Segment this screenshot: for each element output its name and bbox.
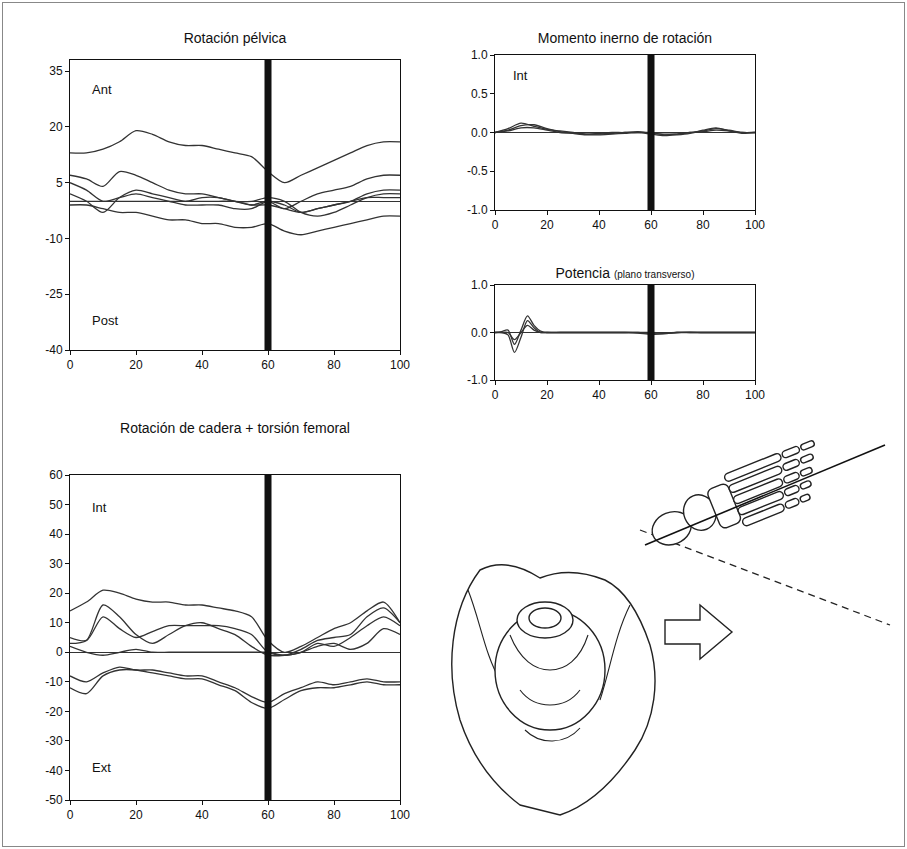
svg-text:60: 60 bbox=[261, 358, 275, 372]
svg-text:100: 100 bbox=[745, 218, 765, 232]
svg-text:100: 100 bbox=[390, 808, 410, 822]
svg-text:-0.5: -0.5 bbox=[467, 164, 488, 178]
svg-text:-25: -25 bbox=[45, 287, 63, 301]
svg-text:0: 0 bbox=[492, 218, 499, 232]
svg-text:60: 60 bbox=[644, 218, 658, 232]
svg-text:Rotación de cadera + torsión f: Rotación de cadera + torsión femoral bbox=[120, 420, 350, 436]
svg-text:0.0: 0.0 bbox=[471, 326, 488, 340]
svg-text:35: 35 bbox=[49, 64, 63, 78]
svg-text:80: 80 bbox=[696, 388, 710, 402]
svg-text:Rotación pélvica: Rotación pélvica bbox=[184, 30, 287, 46]
svg-text:0.5: 0.5 bbox=[471, 87, 488, 101]
svg-text:5: 5 bbox=[56, 176, 63, 190]
svg-text:1.0: 1.0 bbox=[471, 48, 488, 62]
svg-text:20: 20 bbox=[540, 218, 554, 232]
svg-text:Int: Int bbox=[513, 68, 528, 83]
svg-text:Ext: Ext bbox=[92, 760, 111, 775]
svg-text:20: 20 bbox=[49, 120, 63, 134]
svg-text:-1.0: -1.0 bbox=[467, 203, 488, 217]
svg-text:40: 40 bbox=[592, 218, 606, 232]
svg-text:Int: Int bbox=[92, 500, 107, 515]
svg-text:40: 40 bbox=[195, 358, 209, 372]
svg-text:-30: -30 bbox=[45, 734, 63, 748]
svg-text:20: 20 bbox=[129, 358, 143, 372]
svg-text:-20: -20 bbox=[45, 705, 63, 719]
svg-text:50: 50 bbox=[49, 498, 63, 512]
svg-text:40: 40 bbox=[592, 388, 606, 402]
svg-text:-50: -50 bbox=[45, 793, 63, 807]
svg-text:20: 20 bbox=[129, 808, 143, 822]
svg-text:60: 60 bbox=[644, 388, 658, 402]
svg-text:-40: -40 bbox=[45, 343, 63, 357]
svg-text:0: 0 bbox=[67, 808, 74, 822]
svg-text:100: 100 bbox=[390, 358, 410, 372]
svg-text:30: 30 bbox=[49, 557, 63, 571]
svg-text:Ant: Ant bbox=[92, 82, 112, 97]
svg-text:80: 80 bbox=[327, 808, 341, 822]
svg-text:80: 80 bbox=[327, 358, 341, 372]
svg-text:Potencia (plano transverso): Potencia (plano transverso) bbox=[556, 265, 695, 281]
svg-text:1.0: 1.0 bbox=[471, 278, 488, 292]
svg-text:10: 10 bbox=[49, 616, 63, 630]
svg-text:0: 0 bbox=[492, 388, 499, 402]
svg-text:Post: Post bbox=[92, 313, 118, 328]
svg-text:60: 60 bbox=[49, 468, 63, 482]
svg-text:20: 20 bbox=[540, 388, 554, 402]
svg-text:20: 20 bbox=[49, 586, 63, 600]
svg-text:60: 60 bbox=[261, 808, 275, 822]
svg-text:80: 80 bbox=[696, 218, 710, 232]
svg-text:0: 0 bbox=[67, 358, 74, 372]
svg-text:-10: -10 bbox=[45, 675, 63, 689]
svg-text:0: 0 bbox=[56, 645, 63, 659]
svg-text:0.0: 0.0 bbox=[471, 126, 488, 140]
svg-text:100: 100 bbox=[745, 388, 765, 402]
svg-text:-40: -40 bbox=[45, 764, 63, 778]
svg-text:-10: -10 bbox=[45, 232, 63, 246]
svg-text:40: 40 bbox=[195, 808, 209, 822]
svg-text:-1.0: -1.0 bbox=[467, 373, 488, 387]
svg-text:40: 40 bbox=[49, 527, 63, 541]
svg-text:Momento inerno de rotación: Momento inerno de rotación bbox=[538, 30, 712, 46]
